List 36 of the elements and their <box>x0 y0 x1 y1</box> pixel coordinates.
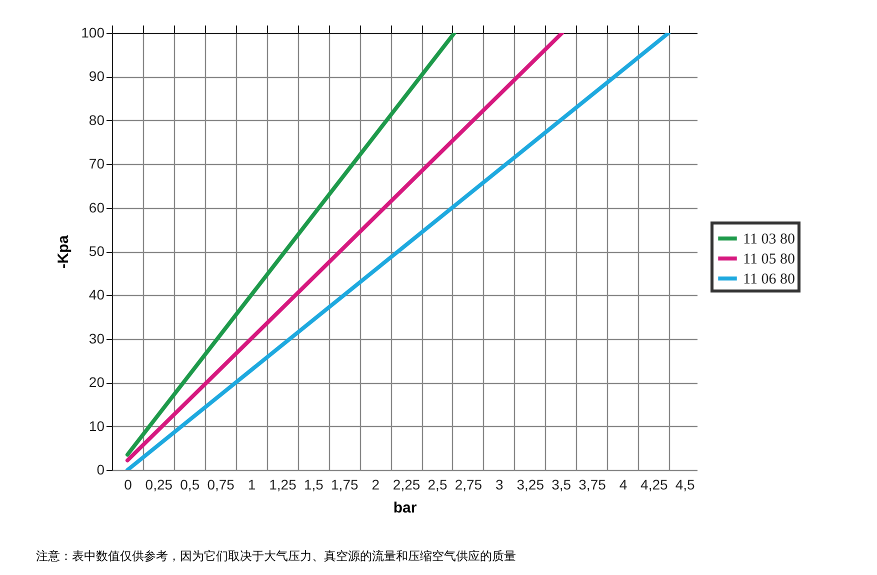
y-tick-label: 10 <box>88 418 105 434</box>
y-tick-label: 30 <box>88 330 105 346</box>
y-axis-title: -Kpa <box>55 234 72 269</box>
x-tick-label: 1,5 <box>304 476 324 492</box>
x-tick-label: 1,75 <box>331 476 358 492</box>
y-tick-label: 100 <box>81 24 105 40</box>
y-tick-label: 20 <box>88 374 105 390</box>
x-tick-label: 0,75 <box>207 476 235 492</box>
y-tick-label: 60 <box>88 199 105 216</box>
legend-label: 11 05 80 <box>743 252 795 268</box>
x-tick-label: 2,5 <box>428 476 448 492</box>
x-tick-label: 1,25 <box>269 476 297 492</box>
x-tick-label: 0 <box>124 476 132 492</box>
x-tick-label: 4,5 <box>675 476 696 492</box>
x-tick-label: 4,25 <box>640 476 668 492</box>
y-tick-label: 50 <box>88 243 105 259</box>
x-tick-label: 2 <box>372 476 380 492</box>
legend-label: 11 06 80 <box>743 272 795 288</box>
x-tick-label: 3,5 <box>552 476 572 492</box>
x-tick-label: 0,25 <box>145 476 173 492</box>
x-tick-label: 0,5 <box>180 476 200 492</box>
x-tick-label: 3,25 <box>516 476 544 492</box>
x-tick-label: 3,75 <box>578 476 606 492</box>
y-tick-label: 0 <box>96 462 105 478</box>
y-tick-label: 40 <box>88 286 105 303</box>
y-tick-label: 80 <box>88 112 105 128</box>
x-tick-label: 2,75 <box>454 476 482 492</box>
text: 注意：表中数值仅供参考，因为它们取决于大气压力、真空源的流量和压缩空气供应的质量 <box>36 548 516 565</box>
x-axis-title: bar <box>393 500 417 516</box>
legend-label: 11 03 80 <box>743 232 795 248</box>
x-tick-label: 4 <box>619 476 628 492</box>
y-tick-label: 70 <box>88 156 105 172</box>
y-tick-label: 90 <box>88 68 105 84</box>
x-tick-label: 2,25 <box>392 476 420 492</box>
x-tick-label: 1 <box>248 476 256 492</box>
x-tick-label: 3 <box>496 476 504 492</box>
